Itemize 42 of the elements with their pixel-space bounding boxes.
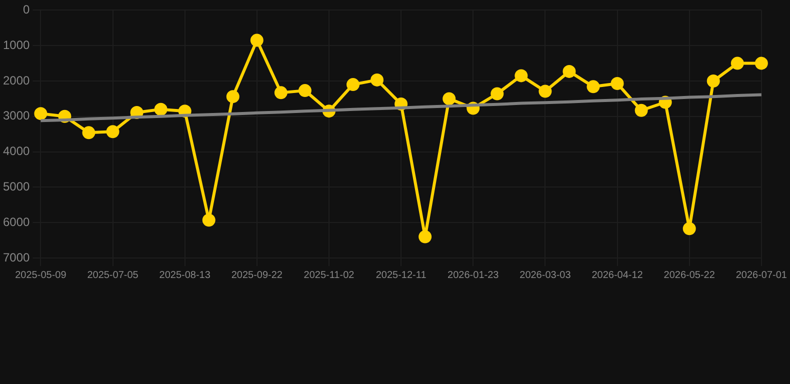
x-tick-label: 2025-07-05	[87, 270, 139, 281]
y-tick-label: 7000	[2, 250, 30, 264]
point	[538, 84, 552, 98]
point	[226, 90, 240, 104]
point	[586, 80, 600, 94]
point	[442, 92, 456, 106]
point	[370, 73, 384, 86]
x-tick-label: 2025-08-13	[159, 270, 211, 281]
y-tick-label: 2000	[2, 73, 30, 88]
y-tick-label: 5000	[2, 180, 30, 194]
x-tick-label: 2025-12-11	[376, 270, 427, 281]
point	[562, 64, 576, 78]
x-tick-label: 2026-05-22	[664, 270, 716, 281]
y-tick-label: 4000	[2, 144, 30, 158]
x-tick-label: 2025-09-22	[231, 270, 283, 281]
point	[514, 69, 528, 82]
x-tick-label: 2026-07-01	[736, 270, 788, 281]
point	[634, 104, 648, 117]
point	[730, 56, 744, 70]
point	[202, 214, 216, 227]
point	[250, 34, 264, 47]
y-tick-label: 3000	[2, 108, 30, 123]
y-tick-label: 6000	[2, 214, 30, 229]
y-tick-label: 1000	[2, 38, 30, 52]
x-tick-label: 2026-03-03	[520, 270, 572, 281]
point	[106, 125, 120, 138]
point	[610, 76, 624, 90]
x-tick-label: 2025-05-09	[15, 270, 67, 281]
point	[754, 56, 768, 70]
point	[154, 102, 168, 116]
point	[490, 87, 504, 100]
x-tick-label: 2025-11-02	[304, 270, 355, 281]
x-tick-label: 2026-01-23	[448, 270, 500, 281]
point	[274, 86, 288, 100]
y-tick-label: 0	[23, 2, 30, 17]
x-tick-label: 2026-04-12	[592, 270, 644, 281]
point	[346, 78, 360, 92]
point	[82, 126, 96, 140]
point	[418, 230, 432, 244]
point	[706, 74, 720, 88]
point	[682, 222, 696, 236]
point	[298, 84, 312, 98]
